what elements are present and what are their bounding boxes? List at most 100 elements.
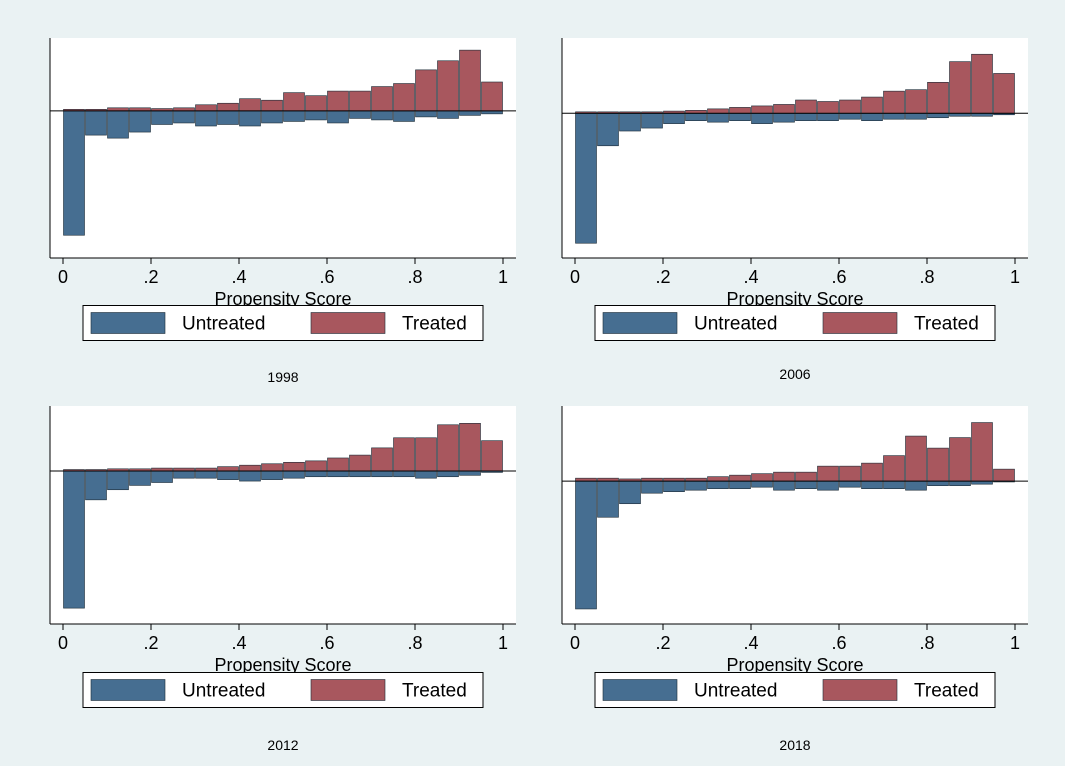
x-tick-label: 0 <box>570 633 580 653</box>
treated-bar-8 <box>239 98 261 112</box>
x-tick-label: 1 <box>1010 267 1020 287</box>
treated-bar-10 <box>795 471 817 482</box>
treated-bar-19 <box>993 468 1015 482</box>
treated-bar-16 <box>927 82 949 114</box>
treated-bar-14 <box>371 447 393 472</box>
treated-bar-6 <box>195 104 217 112</box>
legend-label-treated: Treated <box>914 681 979 702</box>
untreated-bar-1 <box>85 470 107 501</box>
untreated-bar-5 <box>173 110 195 124</box>
untreated-bar-18 <box>459 110 481 116</box>
x-tick-label: .8 <box>919 267 934 287</box>
treated-bar-6 <box>707 476 729 482</box>
untreated-bar-8 <box>751 113 773 124</box>
untreated-bar-11 <box>305 110 327 121</box>
untreated-bar-13 <box>861 113 883 121</box>
untreated-bar-5 <box>685 113 707 121</box>
legend-swatch-treated <box>822 312 898 334</box>
treated-bar-10 <box>283 461 305 472</box>
untreated-bar-17 <box>949 480 971 486</box>
untreated-bar-16 <box>415 110 437 118</box>
untreated-bar-12 <box>327 470 349 478</box>
treated-bar-16 <box>927 447 949 482</box>
untreated-bar-4 <box>663 480 685 492</box>
treated-bar-9 <box>261 99 283 112</box>
untreated-bar-2 <box>107 110 129 139</box>
legend-label-treated: Treated <box>914 314 979 335</box>
treated-bar-11 <box>817 101 839 114</box>
x-tick-label: 0 <box>570 267 580 287</box>
untreated-bar-13 <box>349 470 371 478</box>
treated-bar-17 <box>437 424 459 472</box>
untreated-bar-4 <box>663 113 685 124</box>
untreated-bar-0 <box>63 470 85 609</box>
untreated-bar-17 <box>437 110 459 119</box>
treated-bar-13 <box>349 454 371 472</box>
untreated-bar-11 <box>817 113 839 121</box>
untreated-bar-13 <box>861 480 883 489</box>
treated-bar-7 <box>217 466 239 472</box>
untreated-bar-18 <box>459 470 481 476</box>
legend-label-untreated: Untreated <box>182 314 265 335</box>
untreated-bar-15 <box>905 113 927 120</box>
treated-bar-11 <box>817 465 839 482</box>
legend-swatch-treated <box>310 679 386 701</box>
treated-bar-18 <box>971 422 993 482</box>
x-tick-label: .8 <box>407 267 422 287</box>
treated-bar-14 <box>371 86 393 112</box>
untreated-bar-6 <box>707 113 729 123</box>
untreated-bar-2 <box>619 113 641 132</box>
legend-label-treated: Treated <box>402 314 467 335</box>
chart-panel-2018: 0 .2 .4 .6 .8 1 Propensity Score Untreated Treat… <box>561 406 1028 753</box>
untreated-bar-0 <box>575 113 597 244</box>
legend: Untreated Treated <box>82 672 484 708</box>
x-tick-label: .2 <box>143 267 158 287</box>
x-axis-label: Propensity Score <box>214 289 351 309</box>
treated-bar-13 <box>349 90 371 112</box>
untreated-bar-5 <box>173 470 195 479</box>
treated-bar-15 <box>905 435 927 482</box>
treated-bar-10 <box>283 92 305 112</box>
legend-swatch-untreated <box>602 312 678 334</box>
untreated-bar-3 <box>641 480 663 494</box>
treated-bar-11 <box>305 460 327 472</box>
treated-bar-19 <box>993 73 1015 114</box>
untreated-bar-14 <box>371 110 393 121</box>
untreated-bar-0 <box>63 110 85 236</box>
untreated-bar-2 <box>619 480 641 505</box>
untreated-bar-7 <box>729 480 751 489</box>
legend-label-untreated: Untreated <box>694 314 777 335</box>
legend: Untreated Treated <box>82 305 484 341</box>
untreated-bar-15 <box>393 110 415 122</box>
untreated-bar-16 <box>927 113 949 119</box>
x-tick-label: .4 <box>743 633 758 653</box>
legend: Untreated Treated <box>594 305 996 341</box>
treated-bar-12 <box>839 99 861 114</box>
legend-label-treated: Treated <box>402 681 467 702</box>
legend-swatch-untreated <box>90 679 166 701</box>
treated-bar-15 <box>393 83 415 112</box>
untreated-bar-10 <box>795 113 817 121</box>
x-tick-label: .4 <box>231 267 246 287</box>
untreated-bar-8 <box>239 110 261 127</box>
legend-swatch-untreated <box>90 312 166 334</box>
panel-subtitle: 2018 <box>779 737 810 753</box>
untreated-bar-12 <box>839 113 861 120</box>
treated-bar-9 <box>773 104 795 114</box>
untreated-bar-8 <box>751 480 773 488</box>
x-tick-label: 1 <box>1010 633 1020 653</box>
legend-swatch-treated <box>310 312 386 334</box>
untreated-bar-3 <box>641 113 663 129</box>
untreated-bar-15 <box>905 480 927 491</box>
treated-bar-12 <box>839 465 861 482</box>
untreated-bar-1 <box>597 113 619 147</box>
legend-label-untreated: Untreated <box>694 681 777 702</box>
treated-bar-8 <box>239 464 261 472</box>
panel-subtitle: 2012 <box>267 737 298 753</box>
untreated-bar-10 <box>795 480 817 489</box>
treated-bar-7 <box>729 107 751 114</box>
treated-bar-12 <box>327 457 349 472</box>
x-tick-label: .2 <box>143 633 158 653</box>
untreated-bar-12 <box>327 110 349 124</box>
